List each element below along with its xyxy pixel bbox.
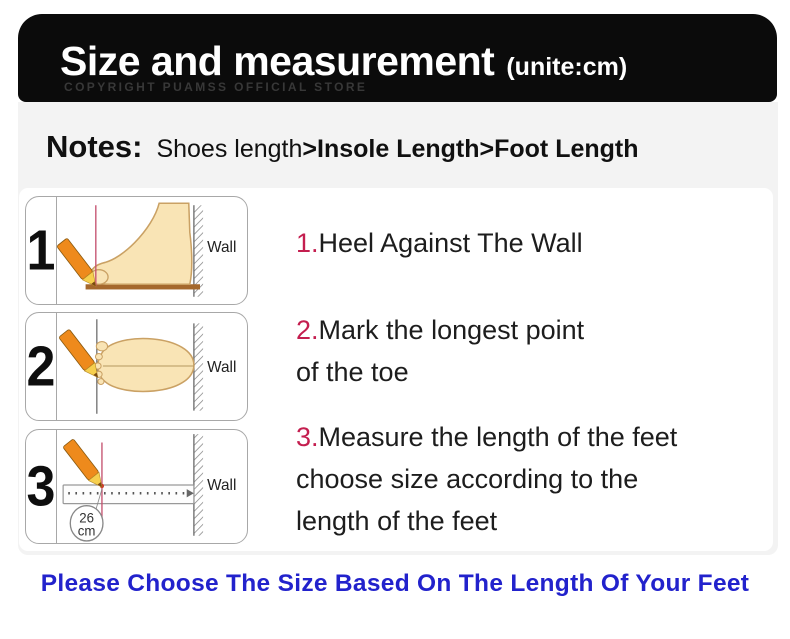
notes-rule-regular: Shoes length [156, 135, 303, 163]
instruction-line: length of the feet [296, 506, 498, 536]
measurement-value: 26 [79, 510, 94, 525]
wall-hatch-icon [193, 434, 204, 536]
step2-marker: 2. [296, 315, 319, 345]
step1-marker: 1. [296, 228, 319, 258]
step2-illustration: Wall [57, 313, 247, 420]
foot-top-view-drawing: Wall [59, 319, 236, 414]
copyright-text: COPYRIGHT PUAMSS OFFICIAL STORE [64, 80, 368, 94]
callout-leader-line [95, 488, 103, 510]
unit-note: (unite:cm) [506, 53, 628, 81]
measurement-unit: cm [78, 524, 96, 539]
wall-label: Wall [207, 359, 236, 376]
measurement-callout: 26 cm [69, 505, 104, 542]
step3-instruction: 3.Measure the length of the feet choose … [296, 416, 677, 542]
instruction-line: choose size according to the [296, 464, 639, 494]
step2-illustration-box: 2 Wall [25, 312, 248, 421]
notes-label: Notes: [46, 129, 143, 164]
pencil-icon [59, 329, 99, 378]
header-title-row: Size and measurement (unite:cm) [60, 38, 627, 85]
step2-instruction: 2.Mark the longest point of the toe [296, 309, 584, 393]
instruction-line: 2.Mark the longest point [296, 309, 584, 351]
step2-number: 2 [26, 313, 57, 420]
step3-illustration-box: 3 Wall [25, 429, 248, 544]
instruction-text: Mark the longest point [318, 315, 585, 345]
step1-number: 1 [26, 197, 57, 304]
step3-marker: 3. [296, 422, 319, 452]
instruction-line: 1.Heel Against The Wall [296, 222, 583, 264]
step3-number: 3 [26, 430, 57, 543]
pencil-icon [63, 439, 103, 488]
ruler-illustration [62, 484, 195, 505]
instruction-text: Heel Against The Wall [318, 228, 583, 258]
foot-side-view-drawing: Wall [57, 202, 236, 297]
page-title: Size and measurement [60, 38, 495, 84]
wall-hatch-icon [193, 323, 204, 411]
wall-label: Wall [207, 477, 236, 494]
foot-side-illustration [89, 202, 193, 286]
floor-line [85, 284, 201, 290]
step1-illustration-box: 1 Wall [25, 196, 248, 305]
instruction-line: of the toe [296, 357, 409, 387]
wall-hatch-icon [193, 205, 204, 297]
notes-row: Notes: Shoes length >Insole Length>Foot … [46, 129, 639, 165]
notes-rule-bold: >Insole Length>Foot Length [302, 135, 639, 163]
step3-illustration: Wall 26 cm [57, 430, 247, 543]
footer-message: Please Choose The Size Based On The Leng… [40, 570, 750, 597]
wall-label: Wall [207, 239, 236, 256]
instruction-text: Measure the length of the feet [318, 422, 678, 452]
foot-top-illustration [94, 337, 195, 393]
pencil-icon [57, 238, 97, 287]
step1-illustration: Wall [57, 197, 247, 304]
step1-instruction: 1.Heel Against The Wall [296, 222, 583, 264]
header-banner: Size and measurement (unite:cm) COPYRIGH… [18, 14, 777, 102]
ruler-measure-drawing: Wall 26 cm [62, 434, 236, 542]
instruction-line: 3.Measure the length of the feet [296, 416, 677, 458]
